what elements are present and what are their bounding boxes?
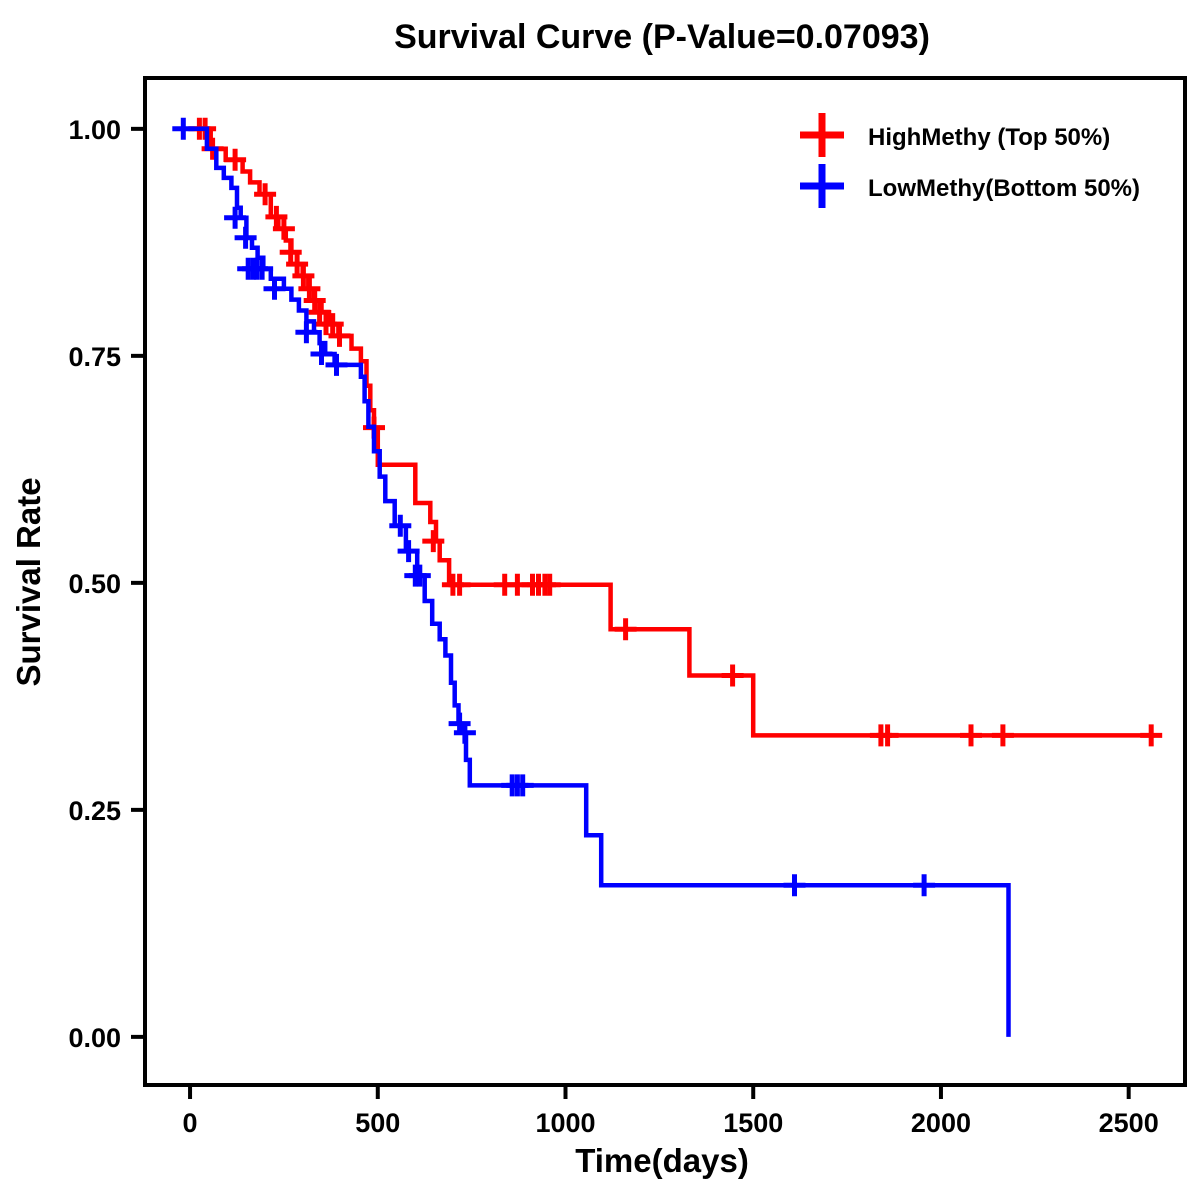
plot-border	[143, 76, 1187, 1087]
highmethy-censor-mark	[265, 205, 288, 228]
x-axis-tick-label: 2500	[1099, 1108, 1159, 1138]
lowmethy-censor-mark	[295, 321, 318, 344]
highmethy-censor-mark	[292, 264, 315, 287]
highmethy-censor-mark	[422, 530, 445, 553]
legend-label-highmethy: HighMethy (Top 50%)	[868, 124, 1110, 151]
lowmethy-censor-mark	[783, 874, 806, 897]
legend: HighMethy (Top 50%) LowMethy(Bottom 50%)	[800, 113, 1140, 208]
highmethy-censor-mark	[224, 148, 247, 171]
highmethy-survival-curve	[180, 126, 1155, 738]
highmethy-censor-mark	[303, 289, 326, 312]
lowmethy-censor-mark	[453, 721, 476, 744]
highmethy-censor-mark	[721, 664, 744, 687]
lowmethy-censor-mark	[263, 277, 286, 300]
x-axis-tick-label: 500	[355, 1108, 400, 1138]
highmethy-censor-mark	[298, 277, 321, 300]
lowmethy-censor-mark	[224, 206, 247, 229]
y-axis-label: Survival Rate	[10, 477, 47, 686]
y-axis-tick-label: 0.75	[68, 342, 121, 372]
highmethy-censor-mark	[960, 724, 982, 747]
plot-layer: 0 500 1000 1500 2000 2500 0.00 0.25 0.50 0.75 1.00	[68, 115, 1163, 1138]
lowmethy-censor-mark	[251, 257, 274, 280]
lowmethy-censor-mark	[913, 874, 936, 897]
chart-title: Survival Curve (P-Value=0.07093)	[394, 18, 930, 56]
highmethy-censor-mark	[448, 573, 471, 596]
lowmethy-censor-mark	[408, 564, 431, 587]
highmethy-censor-mark	[991, 724, 1014, 747]
highmethy-censor-mark	[321, 313, 344, 336]
highmethy-censor-mark	[614, 618, 637, 641]
x-axis-tick-label: 1500	[723, 1108, 783, 1138]
highmethy-censor-mark	[538, 573, 561, 596]
lowmethy-censor-mark	[172, 117, 195, 140]
highmethy-censor-mark	[328, 324, 351, 347]
legend-label-lowmethy: LowMethy(Bottom 50%)	[868, 175, 1140, 202]
y-axis-tick-label: 0.50	[68, 569, 121, 599]
highmethy-censor-mark	[876, 724, 899, 747]
highmethy-censor-mark	[1140, 724, 1163, 747]
highmethy-censor-mark	[272, 217, 295, 240]
x-axis-tick-label: 0	[183, 1108, 198, 1138]
x-axis-tick-label: 2000	[911, 1108, 971, 1138]
lowmethy-censor-mark	[234, 226, 257, 249]
lowmethy-censor-mark	[325, 353, 348, 376]
highmethy-censor-mark	[286, 253, 309, 276]
highmethy-plus-icon	[800, 113, 844, 157]
y-axis-tick-label: 0.00	[68, 1023, 121, 1053]
y-axis-tick-label: 1.00	[68, 115, 121, 145]
x-axis-tick-label: 1000	[535, 1108, 595, 1138]
lowmethy-censor-mark	[389, 514, 412, 537]
highmethy-censor-mark	[308, 301, 331, 324]
legend-item-lowmethy: LowMethy(Bottom 50%)	[800, 164, 1140, 208]
lowmethy-censor-mark	[310, 343, 333, 365]
highmethy-censor-mark	[254, 183, 277, 206]
lowmethy-censor-mark	[397, 540, 420, 563]
lowmethy-censor-mark	[511, 774, 534, 797]
lowmethy-plus-icon	[800, 164, 844, 208]
highmethy-censor-mark	[279, 241, 302, 264]
legend-item-highmethy: HighMethy (Top 50%)	[800, 113, 1110, 157]
y-axis-tick-label: 0.25	[68, 796, 121, 826]
x-axis-label: Time(days)	[575, 1142, 749, 1179]
